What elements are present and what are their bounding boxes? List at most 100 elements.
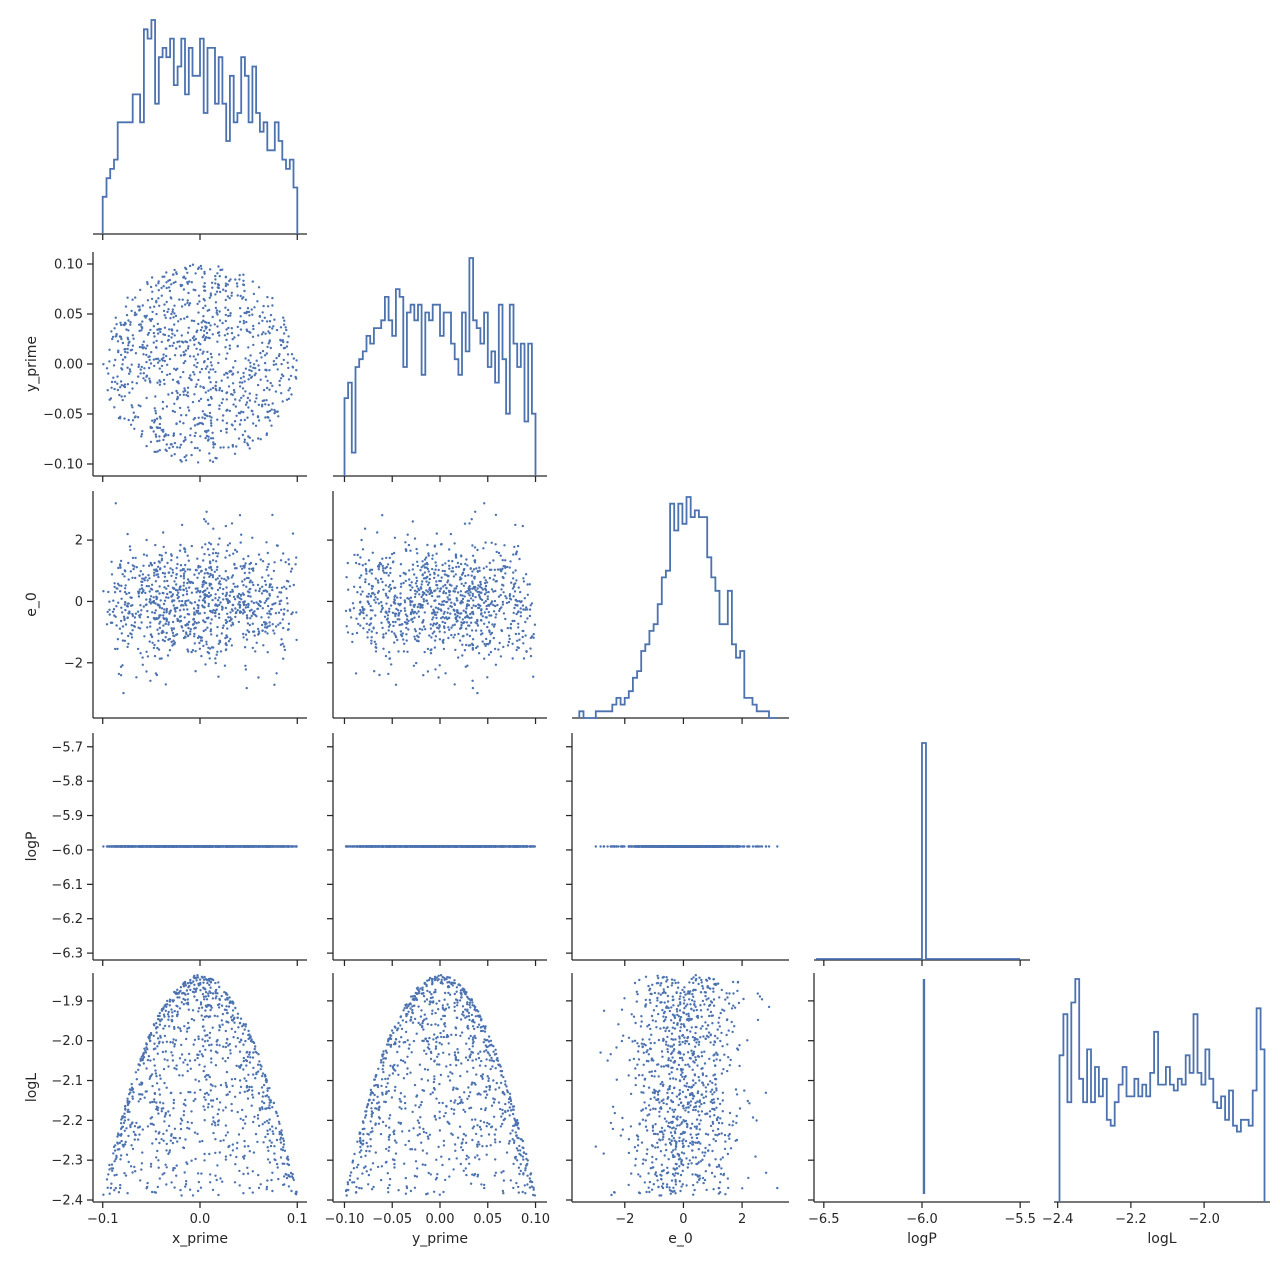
scatter-point — [119, 323, 123, 327]
scatter-point — [258, 589, 261, 593]
scatter-point — [169, 317, 172, 320]
scatter-point — [245, 686, 248, 690]
scatter-point — [420, 583, 423, 586]
scatter-point — [191, 649, 195, 652]
scatter-point — [148, 377, 151, 380]
scatter-point — [130, 636, 134, 639]
scatter-point — [110, 330, 113, 333]
y-tick-label: 0 — [75, 595, 83, 610]
scatter-point — [369, 609, 372, 612]
scatter-point — [161, 400, 165, 404]
scatter-point — [108, 600, 111, 603]
scatter-point — [210, 646, 214, 649]
scatter-point — [408, 569, 411, 572]
scatter-point — [219, 650, 223, 653]
scatter-point — [242, 322, 246, 325]
scatter-point — [131, 344, 135, 347]
scatter-point — [504, 595, 507, 598]
scatter-point — [493, 568, 496, 571]
scatter-point — [508, 566, 511, 569]
scatter-point — [142, 845, 145, 848]
scatter-point — [126, 532, 129, 536]
scatter-point — [180, 523, 184, 527]
scatter-point — [425, 589, 428, 592]
scatter-point — [415, 661, 418, 665]
scatter-point — [374, 643, 378, 646]
scatter-point — [121, 625, 125, 628]
scatter-point — [134, 576, 137, 580]
scatter-point — [146, 579, 149, 582]
scatter-point — [345, 625, 348, 628]
scatter-point — [363, 527, 367, 530]
scatter-point — [124, 600, 127, 604]
scatter-point — [522, 642, 525, 645]
scatter-point — [216, 325, 219, 328]
scatter-point — [388, 607, 391, 610]
scatter-point — [196, 636, 200, 640]
scatter-point — [127, 338, 130, 341]
scatter-point — [173, 402, 176, 405]
scatter-point — [262, 621, 266, 624]
scatter-point — [207, 429, 210, 432]
scatter-point — [495, 550, 498, 554]
scatter-point — [273, 683, 276, 686]
scatter-point — [440, 617, 443, 620]
scatter-point — [279, 343, 283, 347]
scatter-point — [407, 543, 411, 547]
scatter-point — [384, 592, 388, 595]
scatter-point — [180, 599, 184, 603]
scatter-point — [257, 845, 261, 848]
scatter-point — [186, 568, 189, 571]
scatter-point — [413, 605, 416, 608]
scatter-point — [266, 632, 269, 635]
scatter-point — [129, 321, 132, 324]
scatter-point — [513, 545, 516, 549]
scatter-point — [146, 655, 150, 658]
scatter-point — [506, 565, 509, 569]
scatter-point — [457, 565, 461, 568]
scatter-point — [445, 600, 448, 604]
scatter-point — [273, 318, 276, 321]
scatter-point — [227, 326, 230, 330]
scatter-point — [405, 622, 408, 625]
scatter-point — [165, 607, 168, 611]
scatter-point — [386, 614, 390, 617]
scatter-point — [178, 599, 181, 603]
scatter-point — [429, 649, 432, 652]
scatter-point — [150, 351, 153, 354]
scatter-point — [234, 611, 238, 615]
scatter-point — [292, 583, 295, 587]
scatter-point — [147, 331, 151, 335]
scatter-point — [280, 608, 283, 611]
scatter-point — [131, 419, 135, 422]
scatter-point — [280, 586, 284, 589]
scatter-point — [228, 600, 231, 603]
scatter-point — [438, 625, 441, 628]
scatter-point — [260, 623, 264, 627]
scatter-point — [158, 568, 162, 571]
scatter-point — [161, 407, 165, 410]
scatter-point — [142, 340, 145, 343]
scatter-point — [511, 657, 514, 660]
scatter-point — [185, 587, 188, 590]
scatter-point — [244, 298, 248, 301]
scatter-point — [183, 387, 186, 390]
scatter-point — [243, 600, 246, 603]
scatter-point — [468, 594, 471, 597]
scatter-point — [364, 580, 367, 584]
scatter-point — [257, 553, 261, 556]
scatter-point — [199, 565, 202, 568]
scatter-point — [234, 405, 238, 408]
scatter-point — [136, 647, 140, 651]
scatter-point — [501, 559, 504, 562]
scatter-point — [170, 640, 173, 644]
scatter-point — [278, 602, 281, 606]
scatter-point — [216, 577, 219, 580]
scatter-point — [163, 382, 166, 386]
scatter-point — [198, 641, 201, 645]
scatter-point — [366, 636, 369, 639]
scatter-point — [155, 312, 158, 316]
scatter-point — [365, 569, 368, 573]
scatter-point — [241, 580, 244, 583]
scatter-point — [208, 575, 211, 578]
